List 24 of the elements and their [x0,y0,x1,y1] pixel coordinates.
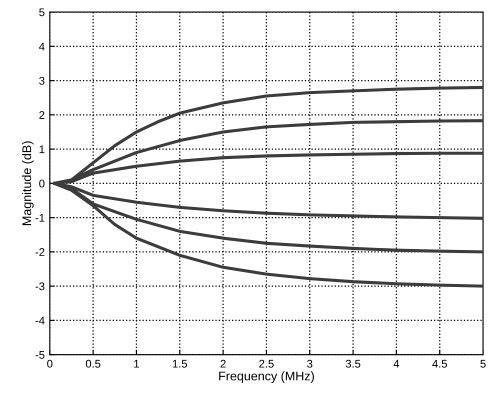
y-tick-label: 1 [40,145,44,154]
y-tick-label: 4 [39,42,45,50]
y-tick-label: 0 [39,180,45,188]
x-tick-label: 2 [220,360,226,368]
y-tick-label: -1 [36,214,44,222]
x-tick-label: 0.5 [86,360,100,368]
x-tick-label: 2.5 [259,360,274,368]
x-tick-label: 3.5 [346,360,360,368]
x-axis-title: Frequency (MHz) [219,371,314,383]
x-tick-label: 3 [307,360,312,368]
x-tick-label: 5 [480,360,486,368]
y-tick-label: -3 [36,282,44,290]
y-tick-label: -4 [36,316,45,324]
y-tick-label: 2 [39,111,44,119]
x-tick-label: 1.5 [172,360,188,368]
y-tick-label: 3 [39,76,44,85]
y-tick-label: -2 [36,248,44,256]
y-axis-title: Magnitude (dB) [22,141,34,226]
y-tick-label: 5 [39,8,44,16]
x-tick-label: 0 [47,360,52,368]
x-tick-label: 4.5 [432,360,447,368]
y-tick-label: -5 [36,351,44,359]
x-tick-label: 4 [394,360,400,368]
x-tick-label: 1 [134,360,139,368]
